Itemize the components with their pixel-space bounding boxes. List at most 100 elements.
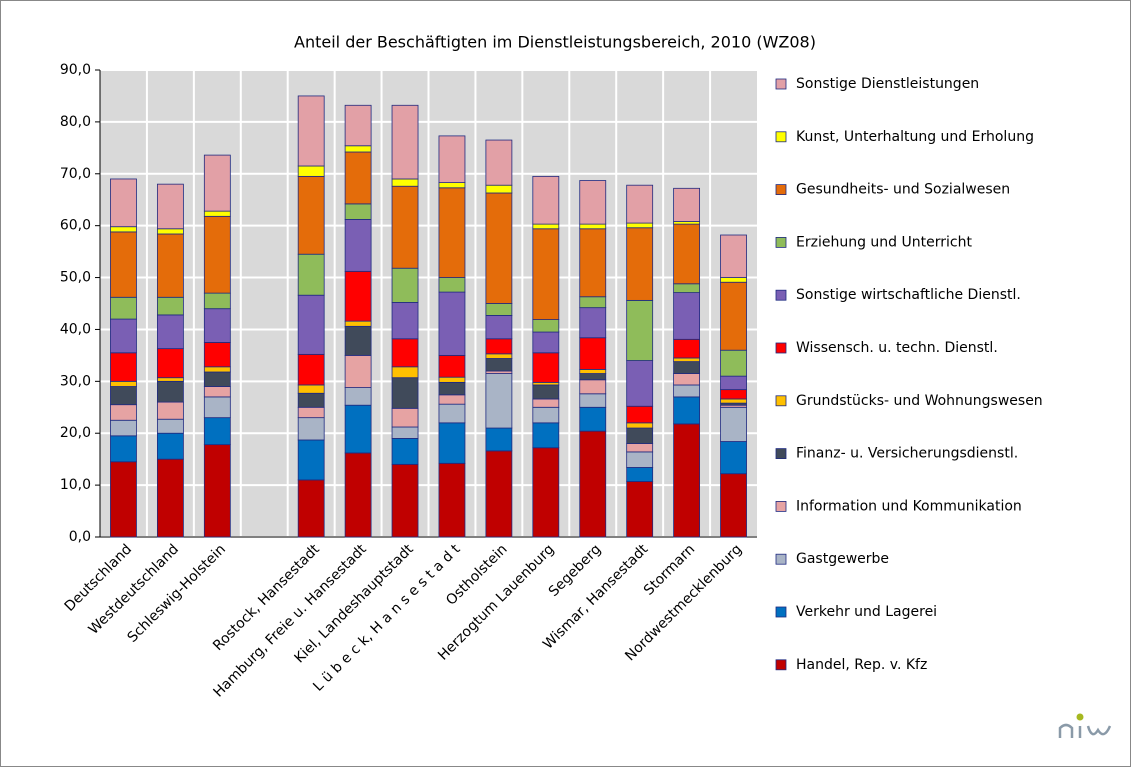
bar-segment [203, 308, 231, 343]
logo-dot [1076, 713, 1084, 721]
bar-segment [673, 361, 701, 374]
bar-segment [156, 183, 184, 230]
bar-segment [156, 458, 184, 538]
bar-segment [626, 451, 654, 468]
legend-swatch [775, 553, 787, 565]
bar-segment [673, 384, 701, 398]
bar-segment [438, 354, 466, 378]
bar-segment [579, 379, 607, 395]
bar-segment [110, 404, 137, 421]
bar-segment [391, 407, 419, 428]
bar-segment [532, 228, 560, 320]
bar-segment [344, 270, 372, 322]
bar-segment [203, 417, 231, 446]
bar-segment [626, 184, 654, 224]
bar-segment [391, 104, 419, 180]
bar-segment [673, 396, 701, 425]
bar-segment [391, 338, 419, 368]
legend-label: Finanz- u. Versicherungsdienstl. [796, 446, 1018, 462]
bar-segment [720, 234, 747, 278]
bar-segment [156, 401, 184, 420]
bar-segment [626, 467, 654, 482]
legend-label: Wissensch. u. techn. Dienstl. [796, 340, 998, 356]
bar-segment [532, 384, 560, 400]
legend-label: Grundstücks- und Wohnungswesen [796, 393, 1043, 409]
bar-segment [203, 386, 231, 398]
bar-segment [110, 178, 137, 228]
bar-segment [626, 405, 654, 424]
legend-swatch [775, 131, 787, 143]
bar-segment [579, 307, 607, 339]
bar-segment [438, 376, 466, 383]
bar-segment [344, 354, 372, 388]
bar-segment [156, 432, 184, 460]
bar-segment [156, 380, 184, 403]
bar-segment [344, 325, 372, 356]
logo-mark [1058, 723, 1112, 738]
bar-segment [438, 187, 466, 278]
bar-segment [626, 427, 654, 444]
bar-segment [156, 233, 184, 298]
legend-swatch [775, 78, 787, 90]
bar-segment [579, 393, 607, 408]
bar-segment [156, 296, 184, 316]
bar-segment [626, 422, 654, 429]
bar-segment [297, 175, 325, 255]
bar-segment [297, 253, 325, 296]
bar-segment [579, 337, 607, 370]
y-tick-label: 60,0 [60, 218, 91, 234]
bar-segment [626, 443, 654, 453]
bar-segment [673, 187, 701, 222]
bar-segment [485, 315, 513, 340]
bar-segment [344, 219, 372, 272]
bar-segment [156, 314, 184, 350]
bar-segment [344, 404, 372, 454]
bar-segment [344, 145, 372, 153]
bar-segment [485, 373, 513, 429]
legend-swatch [775, 500, 787, 512]
legend-label: Verkehr und Lagerei [796, 604, 937, 620]
bar-segment [297, 406, 325, 419]
bar-segment [673, 357, 701, 363]
bar-segment [391, 377, 419, 409]
bar-segment [720, 406, 747, 442]
legend-swatch [775, 659, 787, 671]
bar-segment [438, 462, 466, 538]
bar-segment [203, 292, 231, 310]
y-tick-label: 0,0 [69, 529, 91, 545]
y-tick-label: 20,0 [60, 425, 91, 441]
bar-segment [203, 396, 231, 419]
bar-segment [720, 277, 747, 283]
bar-segment [110, 386, 137, 406]
legend-swatch [775, 606, 787, 618]
bar-segment [203, 342, 231, 368]
y-tick-label: 40,0 [60, 321, 91, 337]
bar-segment [203, 154, 231, 212]
bar-segment [203, 215, 231, 294]
bar-segment [579, 373, 607, 381]
bar-segment [297, 417, 325, 441]
bar-segment [720, 473, 747, 538]
bar-segment [485, 139, 513, 186]
bar-segment [344, 151, 372, 205]
bar-segment [626, 299, 654, 361]
bar-segment [391, 463, 419, 538]
bar-segment [110, 226, 137, 233]
bar-segment [720, 375, 747, 391]
legend-label: Gastgewerbe [796, 551, 889, 567]
bar-segment [297, 294, 325, 355]
legend-swatch [775, 236, 787, 248]
bar-segment [110, 461, 137, 538]
bar-segment [720, 349, 747, 377]
legend-swatch [775, 184, 787, 196]
legend-swatch [775, 395, 787, 407]
bar-segment [532, 406, 560, 424]
bar-segment [673, 338, 701, 359]
bar-segment [626, 360, 654, 407]
bar-segment [110, 352, 137, 382]
bar-segment [579, 406, 607, 432]
bar-segment [344, 387, 372, 406]
bar-segment [391, 426, 419, 439]
bar-segment [485, 358, 513, 372]
legend-label: Gesundheits- und Sozialwesen [796, 182, 1010, 198]
